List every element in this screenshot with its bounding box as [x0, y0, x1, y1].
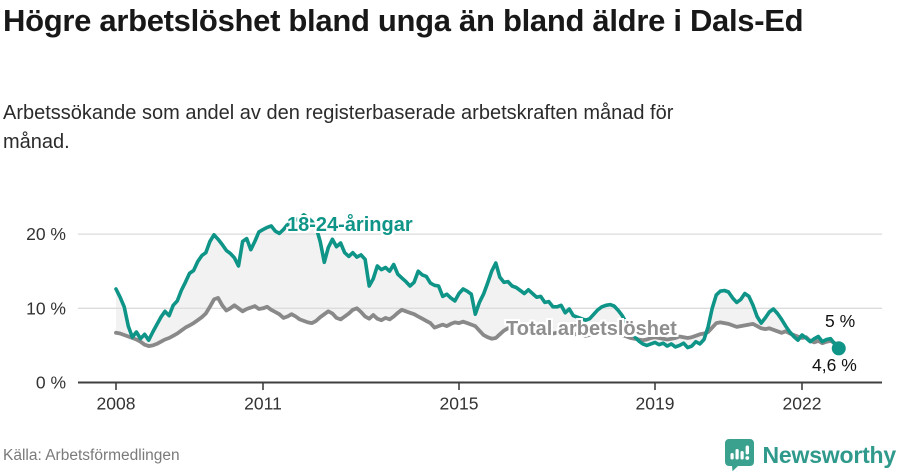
end-value-young: 4,6 %	[812, 355, 857, 375]
y-tick-label-0: 0 %	[36, 373, 66, 393]
x-tick-label-2019: 2019	[636, 394, 675, 414]
x-tick-label-2022: 2022	[783, 394, 822, 414]
end-value-total: 5 %	[825, 311, 856, 331]
y-tick-label-20: 20 %	[26, 224, 66, 244]
series-line-total	[114, 296, 841, 348]
x-tick-label-2008: 2008	[97, 394, 136, 414]
newsworthy-logo-text: Newsworthy	[762, 441, 897, 468]
newsworthy-logo-icon	[724, 439, 754, 472]
series-label-total: Total arbetslöshet	[506, 318, 677, 340]
newsworthy-logo: Newsworthy	[724, 438, 896, 472]
series-line-young	[114, 213, 841, 351]
y-tick-label-10: 10 %	[26, 298, 66, 318]
x-tick-label-2015: 2015	[440, 394, 479, 414]
series-label-young: 18-24-åringar	[287, 214, 413, 236]
page-title: Högre arbetslöshet bland unga än bland ä…	[3, 3, 804, 38]
x-tick-label-2011: 2011	[244, 394, 282, 414]
page-subtitle: Arbetssökande som andel av den registerb…	[3, 102, 674, 153]
end-dot-young	[831, 341, 846, 356]
source-note: Källa: Arbetsförmedlingen	[3, 447, 180, 464]
